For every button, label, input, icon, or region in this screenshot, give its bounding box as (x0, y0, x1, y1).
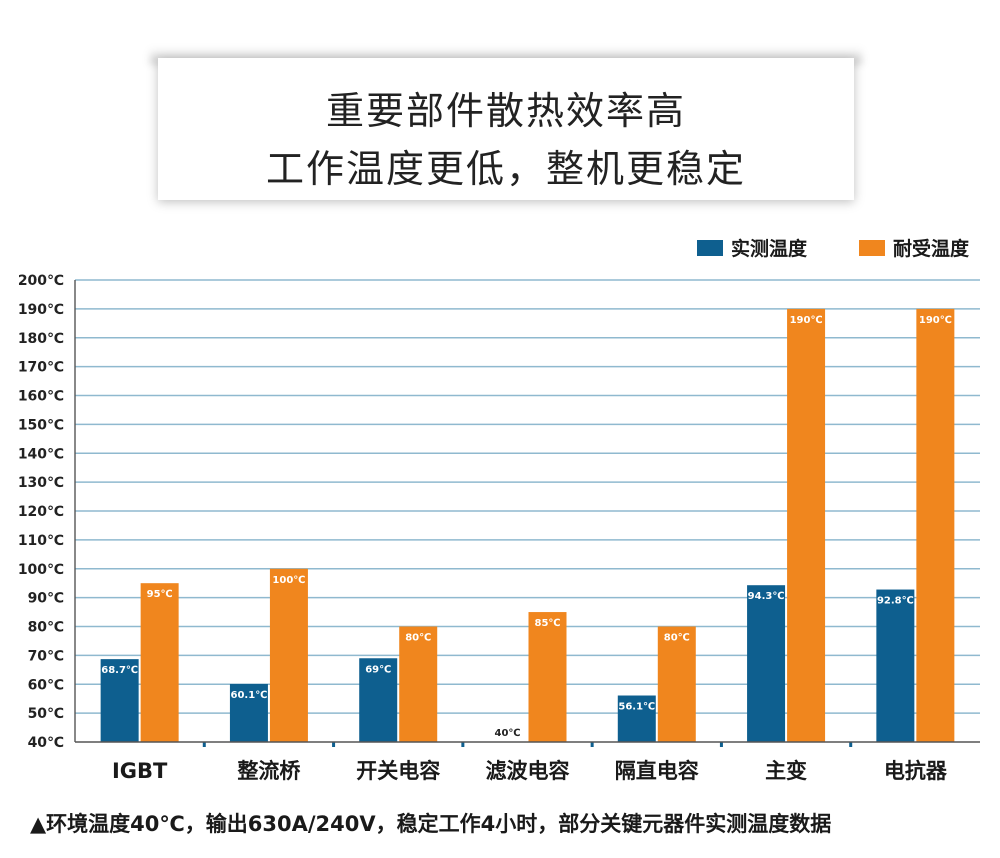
y-tick-label: 110℃ (18, 533, 64, 549)
y-tick-label: 120℃ (18, 504, 64, 520)
bar-chart: 40℃ 50℃ 60℃ 70℃ 80℃ 90℃ 100℃ 110℃ 120℃ 130℃ 140℃ 15… (18, 237, 980, 783)
y-tick-label: 70℃ (28, 648, 64, 664)
y-tick-label: 200℃ (18, 273, 64, 289)
legend-swatch-tolerance (859, 240, 885, 256)
y-tick-label: 80℃ (28, 620, 64, 636)
bar-measured (617, 695, 656, 742)
x-tick-label: 整流桥 (237, 759, 301, 783)
bar-tolerance (528, 612, 567, 742)
bar-label-tolerance: 95℃ (147, 589, 173, 600)
bar-measured (747, 585, 786, 742)
y-tick-label: 40℃ (28, 735, 64, 751)
bar-measured (359, 658, 398, 742)
x-tick-label: 隔直电容 (615, 759, 699, 783)
bar-label-measured: 60.1℃ (231, 690, 268, 701)
bar-label-measured: 69℃ (365, 664, 391, 675)
y-tick-label: 180℃ (18, 331, 64, 347)
bar-label-measured: 92.8℃ (877, 596, 914, 607)
bar-tolerance (787, 308, 826, 742)
x-tick-label: 开关电容 (356, 759, 440, 783)
y-tick-label: 190℃ (18, 302, 64, 318)
x-tick-label: 电抗器 (884, 759, 948, 783)
bar-label-tolerance: 80℃ (664, 633, 690, 644)
bar-label-tolerance: 100℃ (272, 575, 305, 586)
bar-tolerance (140, 583, 179, 742)
y-tick-label: 100℃ (18, 562, 64, 578)
bar-label-measured: 94.3℃ (748, 591, 785, 602)
y-tick-label: 50℃ (28, 706, 64, 722)
y-tick-label: 160℃ (18, 389, 64, 405)
x-tick-label: 主变 (765, 759, 807, 783)
bar-label-measured: 68.7℃ (101, 665, 138, 676)
bar-tolerance (657, 626, 696, 742)
bar-label-measured: 40℃ (494, 728, 520, 739)
header-line-1: 重要部件散热效率高 (325, 89, 686, 133)
bar-label-tolerance: 80℃ (405, 633, 431, 644)
bar-tolerance (399, 626, 438, 742)
legend-swatch-measured (697, 240, 723, 256)
y-tick-label: 140℃ (18, 446, 64, 462)
bar-measured (876, 589, 915, 742)
x-tick-label: IGBT (112, 759, 168, 783)
bar-label-tolerance: 190℃ (919, 315, 952, 326)
bar-tolerance (269, 568, 308, 742)
bar-tolerance (916, 308, 955, 742)
header-line-2: 工作温度更低，整机更稳定 (265, 147, 746, 191)
y-tick-label: 170℃ (18, 360, 64, 376)
header-card: 重要部件散热效率高 工作温度更低，整机更稳定 (158, 58, 854, 200)
bar-label-tolerance: 85℃ (534, 618, 560, 629)
y-tick-label: 150℃ (18, 417, 64, 433)
bar-measured (100, 659, 139, 742)
footnote: ▲环境温度40℃，输出630A/240V，稳定工作4小时，部分关键元器件实测温度… (30, 812, 832, 836)
bar-measured (229, 683, 268, 742)
y-tick-label: 130℃ (18, 475, 64, 491)
bar-label-tolerance: 190℃ (790, 315, 823, 326)
legend-label-tolerance: 耐受温度 (893, 237, 970, 260)
y-tick-label: 90℃ (28, 591, 64, 607)
y-tick-label: 60℃ (28, 677, 64, 693)
legend-label-measured: 实测温度 (731, 237, 808, 260)
x-tick-label: 滤波电容 (486, 759, 570, 783)
bar-label-measured: 56.1℃ (618, 702, 655, 713)
